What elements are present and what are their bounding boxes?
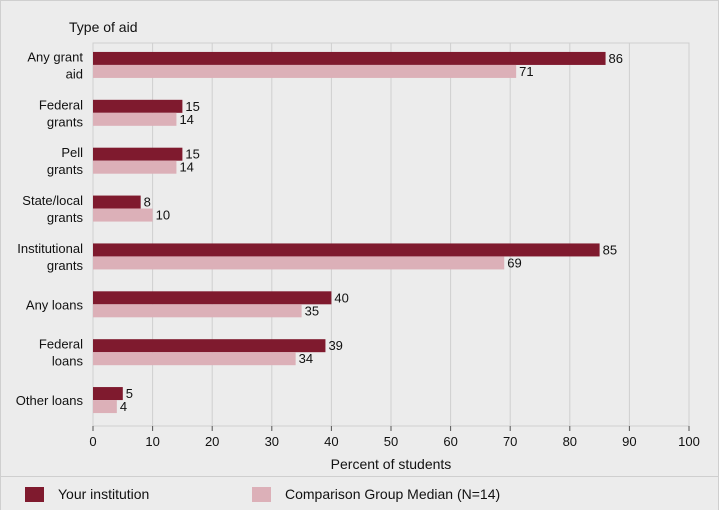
legend-item-comparison: Comparison Group Median (N=14): [252, 486, 500, 502]
legend-label-institution: Your institution: [58, 486, 150, 502]
bar-comparison: [93, 400, 117, 414]
data-label-comparison: 14: [179, 160, 193, 175]
data-label-comparison: 14: [179, 112, 193, 127]
data-label-institution: 15: [185, 147, 199, 162]
legend-label-comparison: Comparison Group Median (N=14): [285, 486, 501, 502]
x-tick-label: 10: [145, 434, 159, 449]
bar-chart: 0 10 20 30 40 50 60 70 80 90 100 Percent of student…: [16, 19, 700, 472]
bar-comparison: [93, 208, 153, 222]
bar-comparison: [93, 352, 296, 366]
category-label: Any grant aid: [27, 49, 83, 81]
x-tick-label: 30: [265, 434, 279, 449]
bar-institution: [93, 147, 183, 161]
bar-comparison: [93, 112, 177, 126]
data-label-comparison: 34: [299, 351, 313, 366]
x-tick-label: 50: [384, 434, 398, 449]
bar-institution: [93, 51, 606, 65]
data-label-comparison: 10: [156, 208, 170, 223]
category-label: Institutional grants: [17, 241, 83, 273]
x-tick-label: 20: [205, 434, 219, 449]
legend-item-institution: Your institution: [25, 486, 149, 502]
data-label-institution: 39: [328, 338, 342, 353]
x-tick-label: 80: [563, 434, 577, 449]
legend-swatch-comparison: [252, 486, 271, 502]
x-tick-label: 90: [622, 434, 636, 449]
bar-institution: [93, 339, 326, 353]
category-label: Federal grants: [39, 97, 84, 129]
data-label-institution: 15: [185, 99, 199, 114]
category-label: Federal loans: [39, 337, 84, 369]
x-tick-label: 40: [324, 434, 338, 449]
x-tick-label: 70: [503, 434, 517, 449]
legend: Your institution Comparison Group Median…: [1, 476, 718, 510]
x-axis-title: Percent of students: [331, 456, 452, 472]
category-label: Other loans: [16, 393, 84, 408]
data-label-institution: 85: [603, 242, 617, 257]
data-label-institution: 8: [144, 195, 151, 210]
category-label: Any loans: [26, 297, 84, 312]
data-label-comparison: 71: [519, 64, 533, 79]
category-label: State/local grants: [22, 193, 83, 225]
bar-comparison: [93, 64, 517, 78]
bar-comparison: [93, 256, 505, 270]
bar-comparison: [93, 160, 177, 174]
x-tick-label: 100: [678, 434, 700, 449]
category-axis-title: Type of aid: [69, 19, 138, 35]
bar-comparison: [93, 304, 302, 318]
data-label-institution: 5: [126, 386, 133, 401]
category-label: Pell grants: [47, 145, 84, 177]
data-label-institution: 40: [334, 290, 348, 305]
legend-swatch-institution: [25, 486, 44, 502]
bar-institution: [93, 243, 600, 257]
x-tick-label: 60: [443, 434, 457, 449]
data-label-comparison: 69: [507, 255, 521, 270]
data-label-comparison: 4: [120, 399, 127, 414]
data-label-institution: 86: [609, 51, 623, 66]
bar-institution: [93, 195, 141, 209]
bar-institution: [93, 387, 123, 401]
bar-institution: [93, 99, 183, 113]
bar-institution: [93, 291, 332, 305]
x-tick-label: 0: [89, 434, 96, 449]
data-label-comparison: 35: [305, 303, 319, 318]
